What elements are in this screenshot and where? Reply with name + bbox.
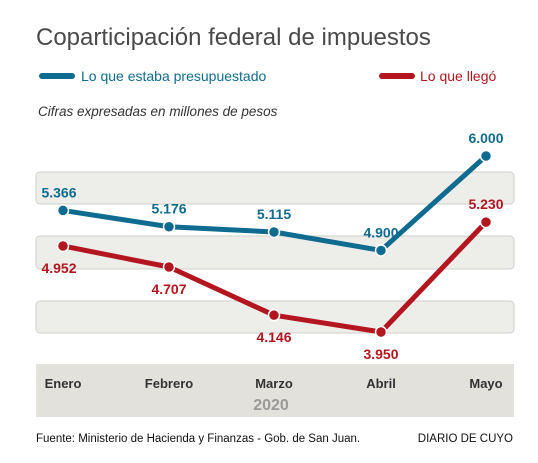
data-point-llego [58,240,69,251]
year-label: 2020 [253,397,289,414]
legend-label-presupuestado: Lo que estaba presupuestado [81,68,266,84]
legend-item-llego: Lo que llegó [382,68,497,84]
x-tick-label: Febrero [145,376,193,391]
x-tick-label: Enero [45,376,82,391]
data-label-llego: 4.952 [41,260,76,276]
data-label-presupuestado: 5.366 [41,184,76,200]
data-point-llego [376,327,387,338]
legend-label-llego: Lo que llegó [420,68,497,84]
grid-band [36,172,514,204]
data-point-presupuestado [58,205,69,216]
data-label-llego: 3.950 [363,346,398,362]
data-point-llego [269,310,280,321]
publisher-credit: DIARIO DE CUYO [418,433,513,445]
data-point-presupuestado [481,151,492,162]
x-tick-label: Marzo [255,376,293,391]
data-point-llego [164,262,175,273]
legend: Lo que estaba presupuestado Lo que llegó [42,68,497,84]
chart-subtitle: Cifras expresadas en millones de pesos [38,104,278,119]
x-tick-label: Abril [366,376,396,391]
x-tick-label: Mayo [469,376,502,391]
data-label-presupuestado: 5.115 [257,206,291,222]
data-point-llego [481,217,492,228]
data-label-presupuestado: 6.000 [468,130,503,146]
data-point-presupuestado [376,245,387,256]
data-label-presupuestado: 4.900 [363,224,398,240]
chart-title: Coparticipación federal de impuestos [36,24,431,51]
data-point-presupuestado [269,226,280,237]
source-note: Fuente: Ministerio de Hacienda y Finanza… [36,433,360,445]
data-label-llego: 5.230 [468,196,503,212]
data-label-presupuestado: 5.176 [151,201,186,217]
data-point-presupuestado [164,221,175,232]
data-label-llego: 4.707 [151,281,186,297]
data-label-llego: 4.146 [256,329,291,345]
legend-item-presupuestado: Lo que estaba presupuestado [42,68,266,84]
